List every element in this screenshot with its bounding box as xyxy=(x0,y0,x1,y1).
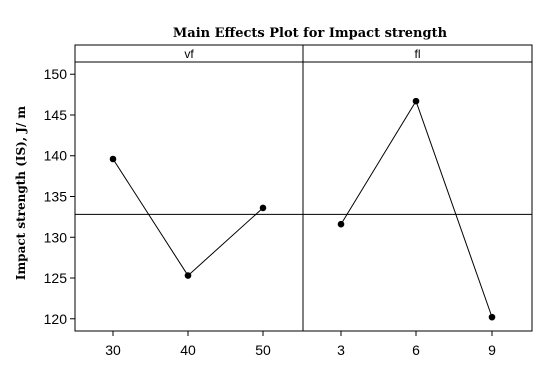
x-tick-label-fl-6: 6 xyxy=(412,342,420,358)
x-tick-label-fl-9: 9 xyxy=(488,342,496,358)
y-axis-label: Impact strength (IS), J/ m xyxy=(14,106,28,281)
data-point-vf-50 xyxy=(259,204,267,212)
data-point-fl-3 xyxy=(337,220,345,228)
y-tick-label: 120 xyxy=(44,311,68,327)
data-point-vf-40 xyxy=(184,272,192,279)
x-tick-label-vf-40: 40 xyxy=(180,342,196,358)
data-point-fl-6 xyxy=(412,97,420,105)
data-point-fl-9 xyxy=(488,313,496,321)
y-tick-label: 150 xyxy=(44,66,68,82)
plot-layer: 120 125 130 135 140 145 150 vf 30 40 50 fl 3 6 9 xyxy=(44,44,533,358)
x-tick-label-fl-3: 3 xyxy=(337,342,345,358)
y-tick-label: 130 xyxy=(44,229,68,245)
y-tick-label: 140 xyxy=(44,148,68,164)
data-point-vf-30 xyxy=(109,155,117,163)
x-tick-label-vf-30: 30 xyxy=(105,342,121,358)
y-tick-label: 135 xyxy=(44,189,68,205)
x-tick-label-vf-50: 50 xyxy=(255,342,271,358)
y-tick-label: 145 xyxy=(44,107,68,123)
panel-label-vf: vf xyxy=(184,47,194,61)
panel-label-fl: fl xyxy=(415,47,421,61)
chart-title: Main Effects Plot for Impact strength xyxy=(173,26,448,41)
y-tick-label: 125 xyxy=(44,270,68,286)
